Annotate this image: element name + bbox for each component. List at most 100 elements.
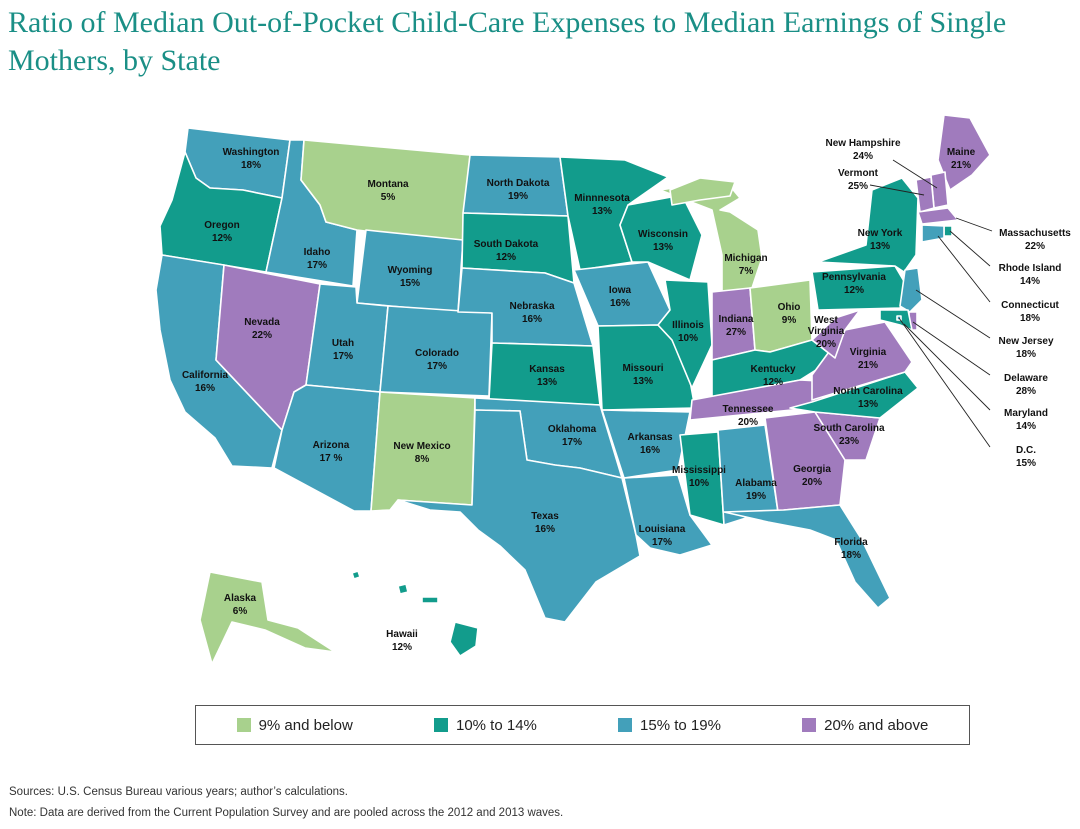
state-value-ga: 20% [802,477,822,488]
leader-line-ri [949,230,991,267]
state-shape-ny [817,177,919,273]
state-value-ma: 22% [1025,241,1045,252]
state-name-vt: Vermont [838,168,879,179]
state-name-ok: Oklahoma [548,424,597,435]
state-name-sd: South Dakota [474,239,539,250]
state-value-nc: 13% [858,399,878,410]
state-shape-ma [917,207,959,225]
state-value-dc: 15% [1016,458,1036,469]
state-name-ct: Connecticut [1001,300,1059,311]
state-shape-nj [899,267,923,313]
state-value-me: 21% [951,160,971,171]
state-name-hi: Hawaii [386,629,418,640]
state-value-nd: 19% [508,191,528,202]
state-name-mn: Minnnesota [574,193,630,204]
state-name-de: Delaware [1004,373,1048,384]
state-name-ak: Alaska [224,593,257,604]
state-value-ut: 17% [333,351,353,362]
state-name-nj: New Jersey [998,336,1053,347]
state-name-va: Virginia [850,347,887,358]
state-shape-hi-part-3 [421,596,439,604]
state-value-tn: 20% [738,417,758,428]
state-value-ia: 16% [610,298,630,309]
state-name-ny: New York [858,228,903,239]
state-value-in: 27% [726,327,746,338]
state-name-id: Idaho [304,247,331,258]
map-title: Ratio of Median Out-of-Pocket Child-Care… [8,6,1007,77]
state-name-tx: Texas [531,511,559,522]
state-name-al: Alabama [735,478,777,489]
state-value-ky: 12% [763,377,783,388]
legend-label-mid-low: 10% to 14% [455,716,537,734]
state-name-ms: Mississippi [672,465,726,476]
state-name-az: Arizona [313,440,350,451]
state-value-oh: 9% [782,315,797,326]
state-value-wa: 18% [241,160,261,171]
data-note: Note: Data are derived from the Current … [9,807,564,819]
leader-line-nj [915,289,991,339]
state-value-mn: 13% [592,206,612,217]
state-name-wv-line-1: West [814,315,838,326]
legend-item-low: 9% and below [236,716,353,734]
state-shape-fl [723,504,891,609]
leader-line-vt [869,184,925,196]
state-name-ky: Kentucky [750,364,795,375]
state-name-wi: Wisconsin [638,229,688,240]
state-value-sc: 23% [839,436,859,447]
map-legend: 9% and below 10% to 14% 15% to 19% 20% a… [195,705,970,745]
leader-line-ct [937,235,991,303]
state-value-al: 19% [746,491,766,502]
state-name-dc: D.C. [1016,445,1036,456]
leader-line-ma [955,217,993,232]
state-name-pa: Pennsylvania [822,272,886,283]
state-name-nh: New Hampshire [825,138,900,149]
state-name-ar: Arkansas [627,432,672,443]
state-value-nv: 22% [252,330,272,341]
legend-label-low: 9% and below [258,716,353,734]
state-name-wv-line-2: Virginia [808,326,845,337]
state-value-nm: 8% [415,454,430,465]
state-name-in: Indiana [718,314,753,325]
leader-line-nh [892,159,938,189]
legend-item-mid-low: 10% to 14% [433,716,537,734]
state-value-ar: 16% [640,445,660,456]
state-shape-hi-part-2 [397,583,409,595]
state-value-ct: 18% [1020,313,1040,324]
state-name-me: Maine [947,147,976,158]
leader-line-de [912,321,991,376]
legend-label-mid-high: 15% to 19% [640,716,721,734]
state-value-or: 12% [212,233,232,244]
state-name-ca: California [182,370,229,381]
state-name-nc: North Carolina [833,386,903,397]
legend-item-mid-high: 15% to 19% [618,717,721,734]
state-shape-tx [397,409,641,623]
state-name-sc: South Carolina [813,423,885,434]
state-value-mt: 5% [381,192,396,203]
state-name-ma: Massachusetts [999,228,1071,239]
state-value-id: 17% [307,260,327,271]
state-value-ny: 13% [870,241,890,252]
state-name-co: Colorado [415,348,459,359]
state-name-la: Louisiana [639,524,686,535]
legend-swatch-high [802,718,817,732]
legend-item-high: 20% and above [802,717,928,734]
state-name-ri: Rhode Island [999,263,1062,274]
state-name-ne: Nebraska [509,301,554,312]
state-value-az: 17 % [320,453,343,464]
state-value-wy: 15% [400,278,420,289]
state-value-la: 17% [652,537,672,548]
us-state-map: Washington 18% Oregon 12% California 16% Idaho… [155,114,1071,665]
state-value-il: 10% [678,333,698,344]
state-name-wy: Wyoming [388,265,433,276]
state-shape-ri [943,225,953,237]
state-value-hi: 12% [392,642,412,653]
state-value-ms: 10% [689,478,709,489]
state-value-ok: 17% [562,437,582,448]
state-shape-mi [659,179,763,294]
state-name-mt: Montana [367,179,409,190]
state-shape-mi-part-1 [669,177,736,206]
legend-swatch-mid-high [618,718,633,732]
state-value-mo: 13% [633,376,653,387]
state-value-ks: 13% [537,377,557,388]
state-value-ne: 16% [522,314,542,325]
